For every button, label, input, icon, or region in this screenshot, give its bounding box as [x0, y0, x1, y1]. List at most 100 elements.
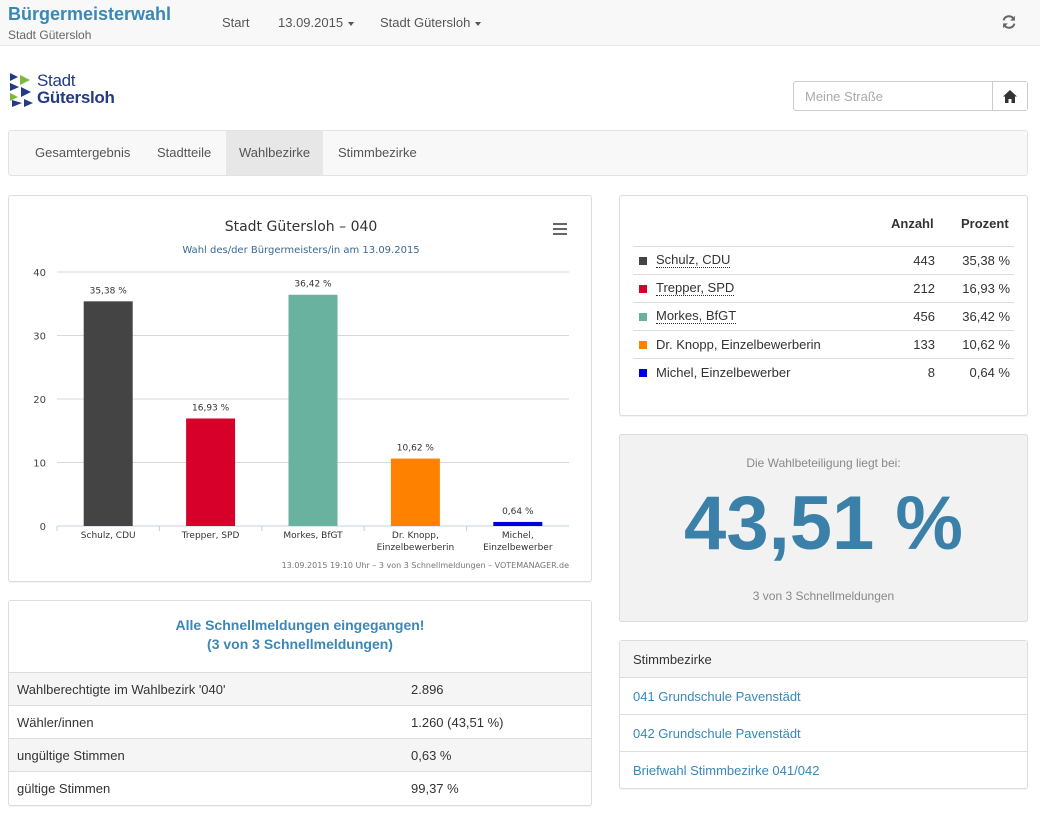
- vote-percent: 35,38 %: [962, 253, 1010, 268]
- x-tick-label: Einzelbewerber: [483, 543, 553, 553]
- brand-title[interactable]: Bürgermeisterwahl: [8, 4, 172, 24]
- street-search: [793, 81, 1028, 111]
- brand-subtitle: Stadt Gütersloh: [8, 28, 92, 42]
- bar: [186, 418, 236, 526]
- x-tick-label: Morkes, BfGT: [283, 531, 343, 541]
- data-label: 0,64 %: [502, 507, 534, 517]
- color-swatch: [639, 341, 647, 349]
- x-tick-label: Michel,: [502, 531, 534, 541]
- results-panel: Anzahl Prozent Schulz, CDU 443 35,38 % Trep…: [619, 195, 1028, 416]
- turnout-value: 43,51 %: [684, 481, 963, 566]
- stats-row: Wähler/innen 1.260 (43,51 %): [9, 706, 591, 739]
- nav-date-dropdown[interactable]: 13.09.2015: [278, 15, 355, 30]
- bar: [83, 301, 133, 526]
- turnout-meta: 3 von 3 Schnellmeldungen: [752, 589, 895, 603]
- color-swatch: [639, 257, 647, 265]
- stats-row: ungültige Stimmen 0,63 %: [9, 739, 591, 772]
- color-swatch: [639, 313, 647, 321]
- nav-start[interactable]: Start: [222, 15, 249, 30]
- vote-count: 443: [913, 253, 935, 268]
- logo-mark: [10, 73, 33, 107]
- candidate-name[interactable]: Schulz, CDU: [656, 252, 731, 268]
- status-panel: Alle Schnellmeldungen eingegangen! (3 vo…: [8, 600, 592, 806]
- bar: [390, 458, 440, 526]
- chevron-down-icon: [475, 21, 482, 26]
- tab-wahlbezirke[interactable]: Wahlbezirke: [226, 131, 324, 175]
- menu-icon[interactable]: [553, 223, 567, 235]
- home-icon: [1003, 89, 1017, 103]
- vote-count: 212: [913, 281, 935, 296]
- chart-title: Stadt Gütersloh – 040: [224, 219, 378, 235]
- result-row: Dr. Knopp, Einzelbewerberin 133 10,62 %: [633, 330, 1014, 358]
- bar: [288, 294, 338, 526]
- stats-row: Wahlberechtigte im Wahlbezirk '040' 2.896: [9, 673, 591, 706]
- data-label: 10,62 %: [397, 444, 435, 454]
- vote-percent: 0,64 %: [969, 365, 1010, 380]
- tab-stimmbezirke[interactable]: Stimmbezirke: [338, 145, 417, 160]
- candidate-name[interactable]: Trepper, SPD: [656, 280, 735, 296]
- nav-city-label: Stadt Gütersloh: [380, 15, 471, 30]
- stats-value: 2.896: [411, 682, 444, 697]
- street-search-input[interactable]: [794, 82, 993, 110]
- color-swatch: [639, 369, 647, 377]
- result-row: Schulz, CDU 443 35,38 %: [633, 246, 1014, 274]
- stats-value: 0,63 %: [411, 748, 452, 763]
- candidate-name[interactable]: Michel, Einzelbewerber: [656, 365, 791, 380]
- bar-chart: 0 10 20 30 40 35,38 % Schulz, CDU 16,93 % Treppe…: [33, 268, 569, 553]
- y-tick-label: 10: [33, 459, 46, 470]
- chart-credit: 13.09.2015 19:10 Uhr – 3 von 3 Schnellme…: [281, 561, 569, 570]
- view-tabs: Gesamtergebnis Stadtteile Wahlbezirke St…: [8, 130, 1028, 176]
- tab-gesamtergebnis[interactable]: Gesamtergebnis: [35, 145, 131, 160]
- candidate-name[interactable]: Dr. Knopp, Einzelbewerberin: [656, 337, 821, 352]
- district-link[interactable]: 042 Grundschule Pavenstädt: [620, 715, 1027, 752]
- result-row: Trepper, SPD 212 16,93 %: [633, 274, 1014, 302]
- x-tick-label: Trepper, SPD: [181, 531, 240, 541]
- y-tick-label: 30: [33, 332, 46, 343]
- y-tick-label: 0: [40, 522, 46, 533]
- refresh-icon[interactable]: [1000, 13, 1018, 31]
- bar: [493, 521, 543, 526]
- tab-stadtteile[interactable]: Stadtteile: [157, 145, 212, 160]
- chart-panel: 0 10 20 30 40 35,38 % Schulz, CDU 16,93 % Treppe…: [8, 195, 592, 582]
- vote-percent: 10,62 %: [962, 337, 1010, 352]
- data-label: 16,93 %: [192, 403, 230, 413]
- nav-city-dropdown[interactable]: Stadt Gütersloh: [380, 15, 482, 30]
- district-link[interactable]: 041 Grundschule Pavenstädt: [620, 678, 1027, 715]
- y-tick-label: 20: [33, 395, 46, 406]
- city-logo[interactable]: Stadt Gütersloh: [10, 72, 115, 108]
- district-link[interactable]: Briefwahl Stimmbezirke 041/042: [633, 763, 820, 778]
- candidate-name[interactable]: Morkes, BfGT: [656, 308, 737, 324]
- logo-wordmark: Stadt Gütersloh: [37, 72, 115, 106]
- nav-date-label: 13.09.2015: [278, 15, 344, 30]
- stats-label: ungültige Stimmen: [17, 748, 125, 763]
- home-button[interactable]: [992, 82, 1027, 110]
- logo-line2: Gütersloh: [37, 88, 115, 107]
- x-tick-label: Einzelbewerberin: [377, 543, 455, 553]
- y-tick-label: 40: [33, 268, 46, 279]
- col-header-count: Anzahl: [891, 216, 934, 231]
- stats-table: Wahlberechtigte im Wahlbezirk '040' 2.896…: [9, 673, 591, 805]
- chart-subtitle: Wahl des/der Bürgermeisters/in am 13.09.…: [182, 245, 420, 256]
- logo-line1: Stadt: [37, 71, 76, 90]
- turnout-label: Die Wahlbeteiligung liegt bei:: [746, 456, 901, 470]
- district-panel: Stimmbezirke 041 Grundschule Pavenstädt …: [619, 640, 1028, 789]
- vote-count: 133: [913, 337, 935, 352]
- vote-count: 8: [927, 365, 935, 380]
- result-row: Michel, Einzelbewerber 8 0,64 %: [633, 358, 1014, 386]
- status-header: Alle Schnellmeldungen eingegangen! (3 vo…: [9, 601, 591, 673]
- stats-label: Wähler/innen: [17, 715, 94, 730]
- stats-label: Wahlberechtigte im Wahlbezirk '040': [17, 682, 226, 697]
- turnout-panel: Die Wahlbeteiligung liegt bei: 43,51 % 3…: [619, 434, 1028, 622]
- color-swatch: [639, 285, 647, 293]
- vote-percent: 16,93 %: [962, 281, 1010, 296]
- x-tick-label: Dr. Knopp,: [392, 531, 439, 541]
- chevron-down-icon: [348, 21, 355, 26]
- vote-percent: 36,42 %: [962, 309, 1010, 324]
- data-label: 35,38 %: [90, 286, 128, 296]
- stats-value: 1.260 (43,51 %): [411, 715, 504, 730]
- district-header: Stimmbezirke: [620, 641, 1027, 678]
- col-header-percent: Prozent: [961, 216, 1009, 231]
- brand[interactable]: Bürgermeisterwahl Stadt Gütersloh: [8, 4, 171, 43]
- data-label: 36,42 %: [294, 280, 332, 290]
- result-row: Morkes, BfGT 456 36,42 %: [633, 302, 1014, 330]
